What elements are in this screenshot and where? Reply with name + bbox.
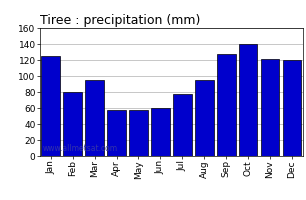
Bar bbox=[151, 108, 170, 156]
Bar bbox=[173, 94, 192, 156]
Bar bbox=[107, 110, 126, 156]
Bar bbox=[217, 54, 236, 156]
Bar bbox=[195, 80, 214, 156]
Bar bbox=[41, 56, 60, 156]
Text: Tiree : precipitation (mm): Tiree : precipitation (mm) bbox=[40, 14, 200, 27]
Bar bbox=[63, 92, 82, 156]
Bar bbox=[239, 44, 257, 156]
Text: www.allmetsat.com: www.allmetsat.com bbox=[43, 144, 118, 153]
Bar bbox=[261, 59, 279, 156]
Bar bbox=[129, 110, 148, 156]
Bar bbox=[85, 80, 104, 156]
Bar bbox=[283, 60, 301, 156]
